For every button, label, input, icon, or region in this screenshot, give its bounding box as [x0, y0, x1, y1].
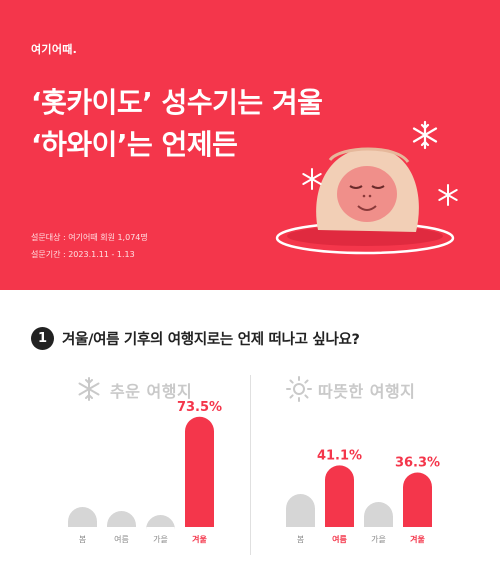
x-tick-label: 겨울 — [410, 534, 425, 544]
panel-divider — [250, 375, 251, 555]
snowflake-icon — [412, 120, 438, 150]
bar — [68, 507, 97, 527]
sun-icon — [286, 376, 312, 402]
bar — [364, 502, 393, 527]
cold-destination-title: 추운 여행지 — [110, 382, 193, 401]
x-tick-label: 여름 — [114, 534, 129, 544]
x-tick-label: 가을 — [371, 535, 386, 544]
survey-info: 설문대상 : 여기어때 회원 1,074명 설문기간 : 2023.1.11 -… — [31, 229, 148, 263]
bar — [286, 494, 315, 527]
x-tick-label: 겨울 — [192, 534, 207, 544]
survey-period: 설문기간 : 2023.1.11 - 1.13 — [31, 250, 135, 259]
snowflake-icon — [438, 184, 458, 206]
question-text: 겨울/여름 기후의 여행지로는 언제 떠나고 싶나요? — [62, 332, 360, 348]
bar — [403, 472, 432, 527]
data-label: 73.5% — [177, 400, 222, 415]
bar — [107, 511, 136, 527]
snow-monkey-illustration — [275, 147, 455, 255]
brand-logo: 여기어때. — [31, 43, 78, 56]
hero-banner: 여기어때. ‘홋카이도’ 성수기는 겨울 ‘하와이’는 언제든 설문대상 : 여… — [0, 0, 500, 290]
warm-destination-title: 따뜻한 여행지 — [318, 382, 416, 401]
data-label: 36.3% — [395, 456, 440, 471]
question-number-badge: 1 — [31, 327, 54, 350]
x-tick-label: 가을 — [153, 535, 168, 544]
headline-line-1: ‘홋카이도’ 성수기는 겨울 — [31, 86, 323, 119]
survey-target: 설문대상 : 여기어때 회원 1,074명 — [31, 233, 148, 242]
x-tick-label: 봄 — [79, 535, 86, 544]
bar — [185, 416, 214, 527]
snowflake-icon — [302, 168, 322, 190]
x-tick-label: 봄 — [297, 535, 304, 544]
bar — [146, 515, 175, 530]
snowflake-icon — [78, 377, 100, 401]
bar — [325, 465, 354, 527]
x-tick-label: 여름 — [332, 534, 347, 544]
headline: ‘홋카이도’ 성수기는 겨울 ‘하와이’는 언제든 — [31, 82, 323, 166]
headline-line-2: ‘하와이’는 언제든 — [31, 128, 238, 161]
data-label: 41.1% — [317, 448, 362, 463]
